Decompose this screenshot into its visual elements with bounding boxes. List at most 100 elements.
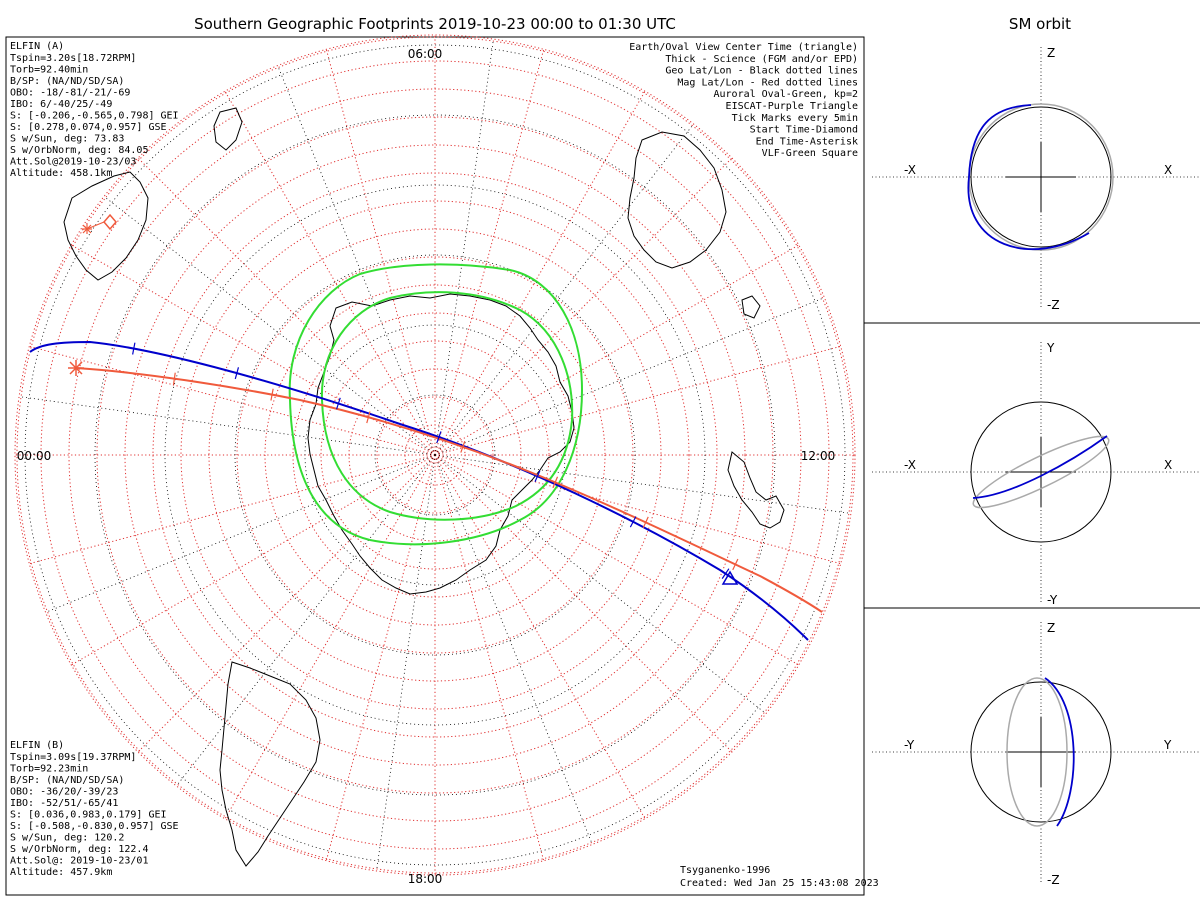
legend-item: Thick - Science (FGM and/or EPD) xyxy=(665,54,858,65)
legend-item: End Time-Asterisk xyxy=(756,136,858,147)
mag-lon-line xyxy=(29,454,436,565)
mag-lon-line xyxy=(71,454,436,666)
geo-grid-lines xyxy=(19,39,851,871)
sat_b-line: OBO: -36/20/-39/23 xyxy=(10,787,118,798)
coastlines xyxy=(63,107,785,867)
sat_a-line: B/SP: (NA/ND/SD/SA) xyxy=(10,76,124,87)
elfin-b-start-diamond xyxy=(103,213,117,231)
elfin-a-tick-marks xyxy=(132,342,730,579)
track-tick xyxy=(436,431,442,443)
mag-lat-circle xyxy=(180,200,690,710)
track-tick xyxy=(629,516,637,528)
earth-outline xyxy=(970,681,1112,823)
orbit-axis-label: -Y xyxy=(1047,593,1058,607)
auroral-oval-inner xyxy=(320,291,574,521)
geo-lat-circle xyxy=(94,114,776,796)
geo-lon-line xyxy=(277,65,436,456)
elfin-b-track xyxy=(75,367,823,613)
elfin-a-track xyxy=(29,340,809,641)
sat_a-line: OBO: -18/-81/-21/-69 xyxy=(10,88,130,99)
mag-lon-line xyxy=(137,454,436,753)
mag-lat-circle xyxy=(40,60,830,850)
mag-lon-line xyxy=(434,454,841,565)
auroral-oval-outer xyxy=(288,263,584,546)
mag-grid-lines xyxy=(14,34,856,876)
geo-lat-circle xyxy=(304,324,566,586)
track-tick xyxy=(732,558,739,571)
track-tick xyxy=(366,411,371,424)
elfin-a-orbit xyxy=(967,104,1090,251)
track-tick xyxy=(721,568,730,579)
map-boundary-circle xyxy=(14,34,856,876)
legend-item: Auroral Oval-Green, kp=2 xyxy=(714,89,859,100)
mag-lon-line xyxy=(434,244,799,456)
elfin-b-orbit xyxy=(972,435,1110,509)
geo-lon-line xyxy=(376,454,436,871)
orbit-panel-1: Z -Z -X X xyxy=(872,46,1200,312)
elfin-a-orbit xyxy=(972,435,1108,499)
elfin-a-orbit xyxy=(1044,677,1075,827)
orbit-axis-label: -Z xyxy=(1047,298,1060,312)
model-label: Tsyganenko-1996 xyxy=(680,865,770,876)
geo-lon-line xyxy=(434,454,851,514)
africa-coast xyxy=(63,171,149,281)
elfin-a-view-center-triangle xyxy=(721,570,739,585)
mag-lat-circle xyxy=(292,312,578,598)
elfin-b-tick-marks xyxy=(172,372,739,571)
time-label-12: 12:00 xyxy=(801,449,836,463)
sat_a-line: Tspin=3.20s[18.72RPM] xyxy=(10,53,136,64)
mag-lon-line xyxy=(224,454,436,819)
auroral-ovals xyxy=(288,263,584,546)
elfin-b-asterisk xyxy=(68,360,84,376)
geo-lon-line xyxy=(19,396,436,456)
track-tick xyxy=(172,372,176,385)
sat_b-line: S w/OrbNorm, deg: 122.4 xyxy=(10,844,148,855)
orbit-axis-label: X xyxy=(1164,458,1172,472)
mag-lon-line xyxy=(434,49,545,456)
sat_a-line: S w/Sun, deg: 73.83 xyxy=(10,134,124,145)
geo-lat-circle xyxy=(164,184,706,726)
mag-lon-line xyxy=(434,91,646,456)
mag-lat-circle xyxy=(320,340,550,570)
sat_b-line: S: [0.036,0.983,0.179] GEI xyxy=(10,810,167,821)
mag-lat-circle xyxy=(68,88,802,822)
orbit-axis-label: Z xyxy=(1047,621,1055,635)
orbit-axis-label: -X xyxy=(904,163,916,177)
mag-lon-line xyxy=(71,244,436,456)
mag-lon-line xyxy=(434,454,646,819)
mag-lat-circle xyxy=(376,396,494,514)
time-label-18: 18:00 xyxy=(408,872,443,886)
track-tick xyxy=(270,388,274,401)
sat_b-line: Torb=92.23min xyxy=(10,764,88,775)
sat_b-line: S w/Sun, deg: 120.2 xyxy=(10,833,124,844)
orbit-panel-3: Z -Z -Y Y xyxy=(872,621,1200,887)
tasmania-coast xyxy=(741,295,761,319)
orbit-axis-label: X xyxy=(1164,163,1172,177)
track-tick xyxy=(234,367,240,380)
geo-lon-line xyxy=(176,454,436,787)
orbit-axis-label: -X xyxy=(904,458,916,472)
geo-lon-line xyxy=(434,454,593,845)
elfin-a-info: ELFIN (A) Tspin=3.20s[18.72RPM]Torb=92.4… xyxy=(10,41,179,179)
elfin-b-info: ELFIN (B) Tspin=3.09s[19.37RPM]Torb=92.2… xyxy=(10,740,179,878)
track-tick xyxy=(552,476,559,489)
earth-outline xyxy=(970,106,1112,248)
antarctica-coast xyxy=(307,293,575,595)
mag-lon-line xyxy=(325,454,436,861)
time-label-06: 06:00 xyxy=(408,47,443,61)
mag-lat-circle xyxy=(124,144,746,766)
new-zealand-coast xyxy=(727,451,785,529)
earth-outline xyxy=(970,401,1112,543)
time-label-00: 00:00 xyxy=(17,449,52,463)
sat_a-line: Att.Sol@2019-10-23/03 xyxy=(10,157,136,168)
orbit-axis-label: Y xyxy=(1046,341,1055,355)
mag-lat-circle xyxy=(96,116,774,794)
australia-coast xyxy=(627,131,727,269)
legend-item: Start Time-Diamond xyxy=(750,125,858,136)
sat_b-line: Tspin=3.09s[19.37RPM] xyxy=(10,752,136,763)
sat_b-line: S: [-0.508,-0.830,0.957] GSE xyxy=(10,821,179,832)
track-tick xyxy=(642,516,649,529)
track-tick xyxy=(534,470,541,482)
mag-lon-line xyxy=(434,454,799,666)
